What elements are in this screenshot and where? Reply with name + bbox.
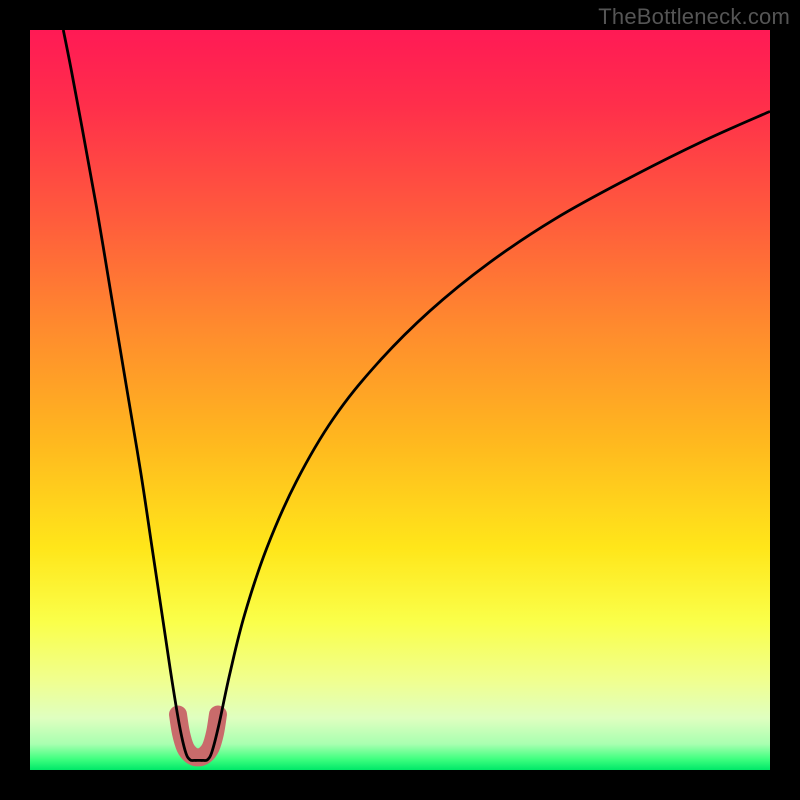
bottleneck-curve <box>63 30 770 761</box>
plot-area <box>30 30 770 770</box>
watermark-text: TheBottleneck.com <box>598 4 790 30</box>
curve-layer <box>30 30 770 770</box>
chart-frame: TheBottleneck.com <box>0 0 800 800</box>
